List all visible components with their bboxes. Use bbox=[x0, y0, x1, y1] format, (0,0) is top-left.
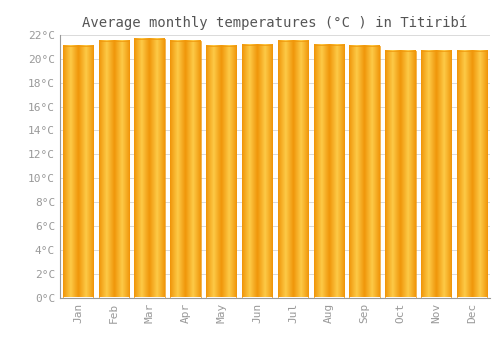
Bar bbox=[314, 44, 344, 298]
Bar bbox=[206, 46, 236, 298]
Bar bbox=[134, 38, 165, 298]
Bar bbox=[421, 50, 452, 298]
Bar bbox=[278, 41, 308, 298]
Bar bbox=[457, 50, 488, 298]
Bar bbox=[385, 50, 416, 298]
Bar bbox=[170, 41, 200, 298]
Bar bbox=[242, 44, 272, 298]
Bar bbox=[350, 46, 380, 298]
Title: Average monthly temperatures (°C ) in Titiribí: Average monthly temperatures (°C ) in Ti… bbox=[82, 15, 468, 30]
Bar bbox=[98, 41, 129, 298]
Bar bbox=[62, 46, 93, 298]
